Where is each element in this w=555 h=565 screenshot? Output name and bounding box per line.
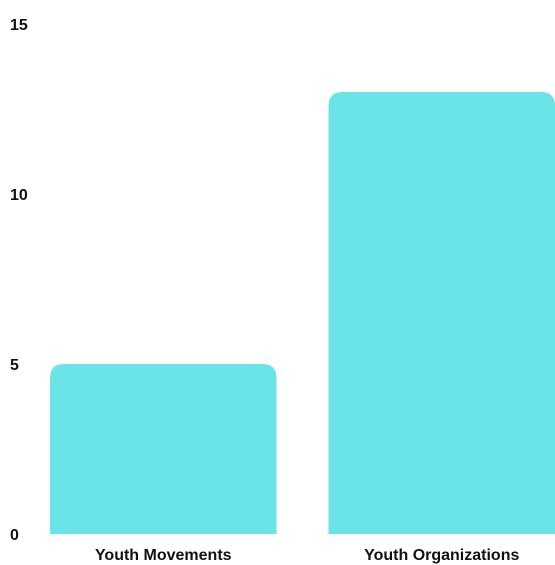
y-axis-ticks: 0 5 10 15: [10, 17, 28, 544]
y-tick-label: 5: [10, 357, 19, 374]
bars: [50, 92, 555, 534]
y-tick-label: 10: [10, 187, 28, 204]
y-tick-label: 0: [10, 527, 19, 544]
x-category-label: Youth Organizations: [364, 547, 519, 564]
y-tick-label: 15: [10, 17, 28, 34]
bar-youth-organizations: [328, 92, 555, 534]
x-category-label: Youth Movements: [95, 547, 232, 564]
bar-youth-movements: [50, 364, 277, 534]
x-axis-labels: Youth Movements Youth Organizations: [95, 547, 520, 564]
